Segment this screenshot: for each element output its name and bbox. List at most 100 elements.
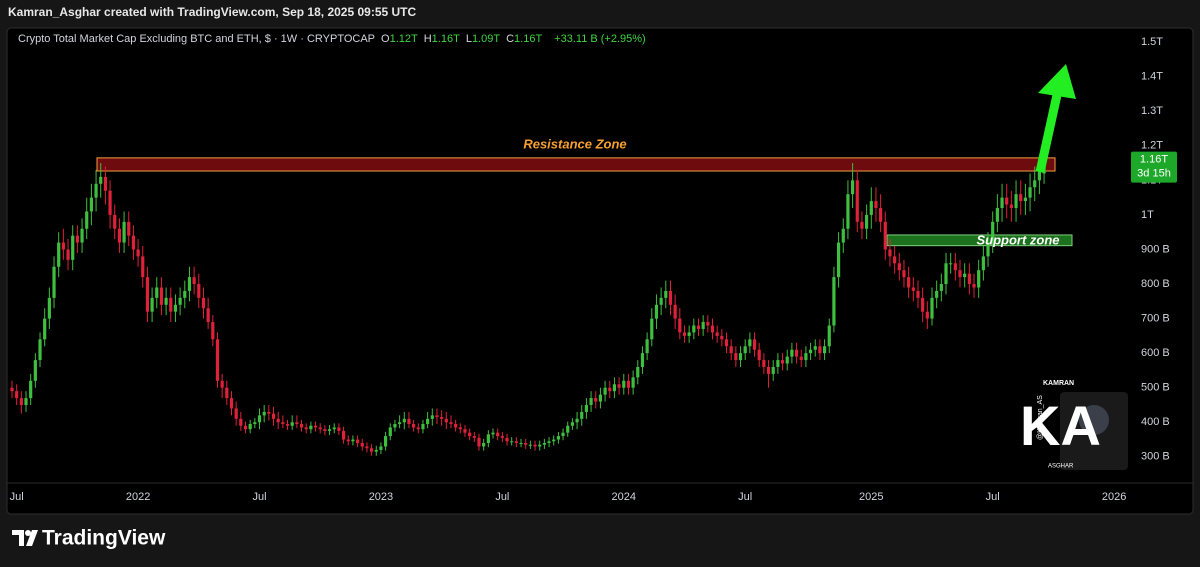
candle-body	[804, 353, 808, 361]
candle-body	[141, 256, 145, 278]
candle-body	[323, 429, 327, 431]
candle-body	[454, 424, 458, 428]
candle-body	[281, 422, 285, 425]
candle-body	[743, 346, 747, 354]
candle-body	[127, 221, 131, 236]
candle-body	[794, 349, 799, 357]
candle-body	[524, 443, 528, 445]
candle-body	[155, 287, 159, 298]
candle-body	[594, 398, 598, 402]
y-tick-label: 500 B	[1141, 382, 1170, 394]
candle-body	[215, 339, 220, 381]
zone	[886, 234, 1073, 247]
candle-body	[500, 436, 504, 438]
candle-body	[197, 284, 201, 298]
candle-body	[313, 425, 318, 428]
candle-body	[15, 391, 19, 399]
chart-title: Crypto Total Market Cap Excluding BTC an…	[18, 33, 376, 45]
y-tick-label: 1.3T	[1141, 105, 1163, 117]
candle-body	[341, 430, 346, 440]
candle-body	[365, 446, 369, 449]
candle-body	[566, 425, 570, 433]
ohlc-value: 1.16T	[431, 33, 460, 45]
candle-body	[1009, 204, 1013, 208]
legend: Crypto Total Market Cap Excluding BTC an…	[18, 33, 646, 45]
ohlc-value: 1.16T	[514, 33, 543, 45]
candle-body	[710, 325, 715, 333]
candle-body	[598, 394, 603, 402]
candle-body	[631, 377, 635, 388]
candle-body	[995, 207, 999, 222]
price-label-box	[1131, 151, 1177, 183]
candle-body	[430, 415, 434, 419]
candle-body	[19, 398, 23, 405]
candle-body	[1000, 197, 1004, 208]
candle-body	[673, 304, 677, 319]
ohlc-label: C	[506, 33, 515, 45]
candle-body	[836, 242, 841, 278]
ohlc-label: L	[465, 33, 472, 45]
y-tick-label: 300 B	[1141, 451, 1170, 463]
candle-body	[687, 332, 691, 336]
price-label: 1.16T	[1140, 154, 1168, 166]
candle-body	[183, 290, 187, 298]
candle-body	[24, 398, 28, 405]
candle-body	[734, 353, 738, 361]
candle-body	[178, 297, 182, 305]
logo-dot	[25, 530, 31, 536]
candle-body	[1033, 180, 1037, 188]
candle-body	[706, 322, 710, 326]
candle-body	[117, 228, 122, 243]
x-tick-label: 2023	[369, 491, 393, 503]
candle-body	[505, 437, 509, 442]
candle-body	[958, 270, 962, 278]
x-tick-label: Jul	[495, 491, 509, 503]
zone-label: Support zone	[976, 233, 1059, 248]
arrow-shaft	[1035, 94, 1062, 173]
candle-body	[486, 434, 490, 444]
candle-body	[762, 360, 766, 367]
candle-body	[248, 424, 252, 430]
candle-body	[220, 380, 224, 388]
candle-body	[369, 448, 374, 452]
candle-body	[584, 405, 589, 412]
candle-body	[991, 221, 995, 243]
candle-body	[145, 277, 150, 312]
y-tick-label: 700 B	[1141, 313, 1170, 325]
candle-body	[159, 287, 164, 305]
candle-body	[654, 304, 659, 319]
ohlc-value: 1.09T	[471, 33, 501, 45]
candle-body	[916, 290, 920, 298]
candle-body	[715, 332, 719, 336]
candle-body	[692, 325, 696, 333]
watermark: KAMRAN KA @Kamran_AS ASGHAR	[1020, 380, 1128, 470]
candle-body	[879, 207, 883, 222]
logo-mark	[12, 530, 38, 546]
candle-body	[103, 176, 107, 191]
candle-body	[528, 444, 532, 446]
plot: 300 B 400 B 500 B 600 B 700 B 800 B 900 B 1T 1.1…	[10, 36, 1177, 503]
candle-body	[636, 366, 640, 378]
countdown-label: 3d 15h	[1137, 168, 1171, 180]
candle-body	[561, 432, 565, 437]
x-tick-label: 2025	[859, 491, 883, 503]
candle-body	[206, 308, 210, 323]
candle-body	[570, 422, 574, 426]
candle-body	[841, 228, 845, 243]
candle-body	[785, 356, 789, 364]
candle-body	[678, 318, 682, 333]
candle-body	[229, 398, 234, 409]
y-tick-label: 1.5T	[1141, 36, 1163, 48]
candle-body	[29, 380, 33, 399]
candle-body	[664, 290, 668, 298]
candle-body	[355, 439, 360, 444]
watermark-initials: KA	[1020, 394, 1101, 457]
candle-body	[10, 387, 14, 392]
candle-body	[902, 270, 906, 278]
candle-body	[304, 427, 308, 430]
candle-body	[701, 322, 705, 329]
candle-body	[271, 413, 276, 419]
x-tick-label: 2026	[1102, 491, 1126, 503]
